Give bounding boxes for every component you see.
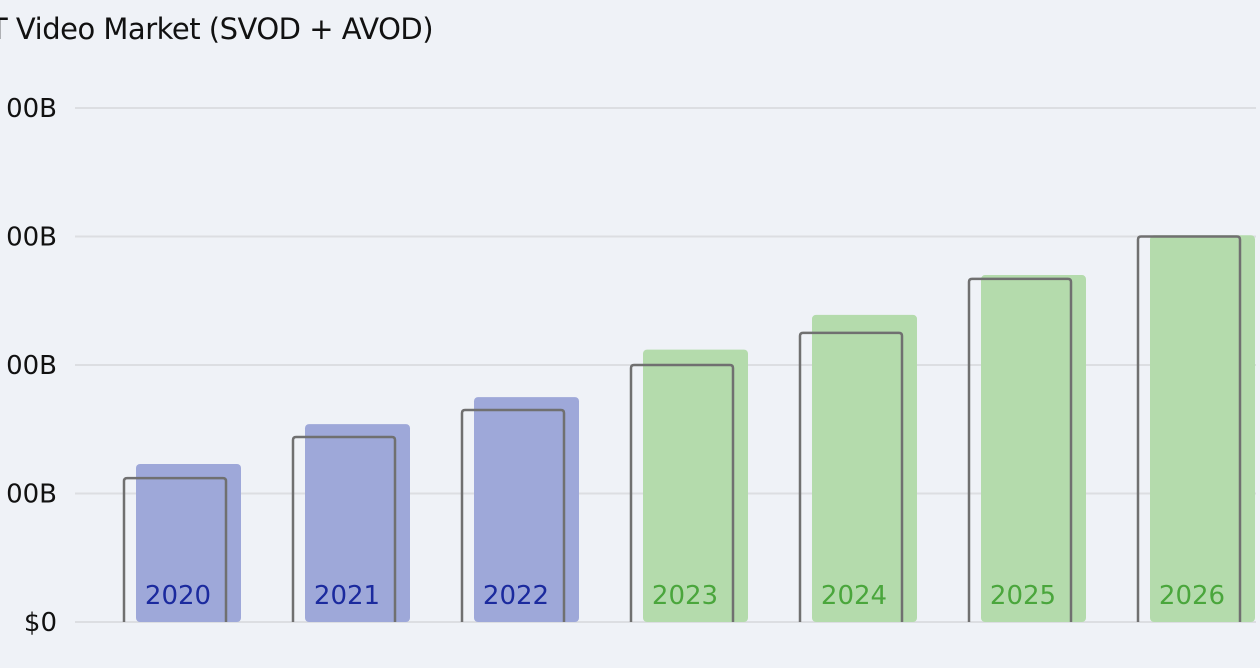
bar-2024 [812, 314, 917, 622]
year-label-2023: 2023 [652, 581, 718, 611]
year-label-2026: 2026 [1159, 581, 1225, 611]
year-label-2020: 2020 [145, 581, 211, 611]
bar-outline-2020 [122, 476, 228, 622]
bar-outline-2023 [629, 363, 735, 622]
bar-2020 [136, 463, 241, 622]
bars [136, 235, 1255, 622]
chart-title: T Video Market (SVOD + AVOD) [0, 12, 434, 46]
year-label-2021: 2021 [314, 581, 380, 611]
y-axis-tick-labels: $0 00B 00B 00B 00B [6, 94, 57, 638]
y-tick-label: $0 [24, 608, 57, 638]
bar-outline-2025 [967, 277, 1073, 622]
bar-2025 [981, 275, 1086, 622]
bar-outline-2021 [291, 435, 397, 622]
bar-outlines [122, 235, 1242, 622]
bar-2026 [1150, 235, 1255, 622]
year-label-2025: 2025 [990, 581, 1056, 611]
y-tick-label: 00B [6, 480, 57, 510]
bar-outline-2024 [798, 331, 904, 622]
bar-outline-2022 [460, 408, 566, 622]
y-tick-label: 00B [6, 351, 57, 381]
y-tick-label: 00B [6, 223, 57, 253]
y-tick-label: 00B [6, 94, 57, 124]
bar-2022 [474, 397, 579, 622]
year-labels: 2020 2021 2022 2023 2024 2025 2026 [145, 581, 1225, 611]
year-label-2022: 2022 [483, 581, 549, 611]
bar-outline-2026 [1136, 235, 1242, 622]
bar-2023 [643, 349, 748, 622]
bar-2021 [305, 424, 410, 622]
year-label-2024: 2024 [821, 581, 887, 611]
